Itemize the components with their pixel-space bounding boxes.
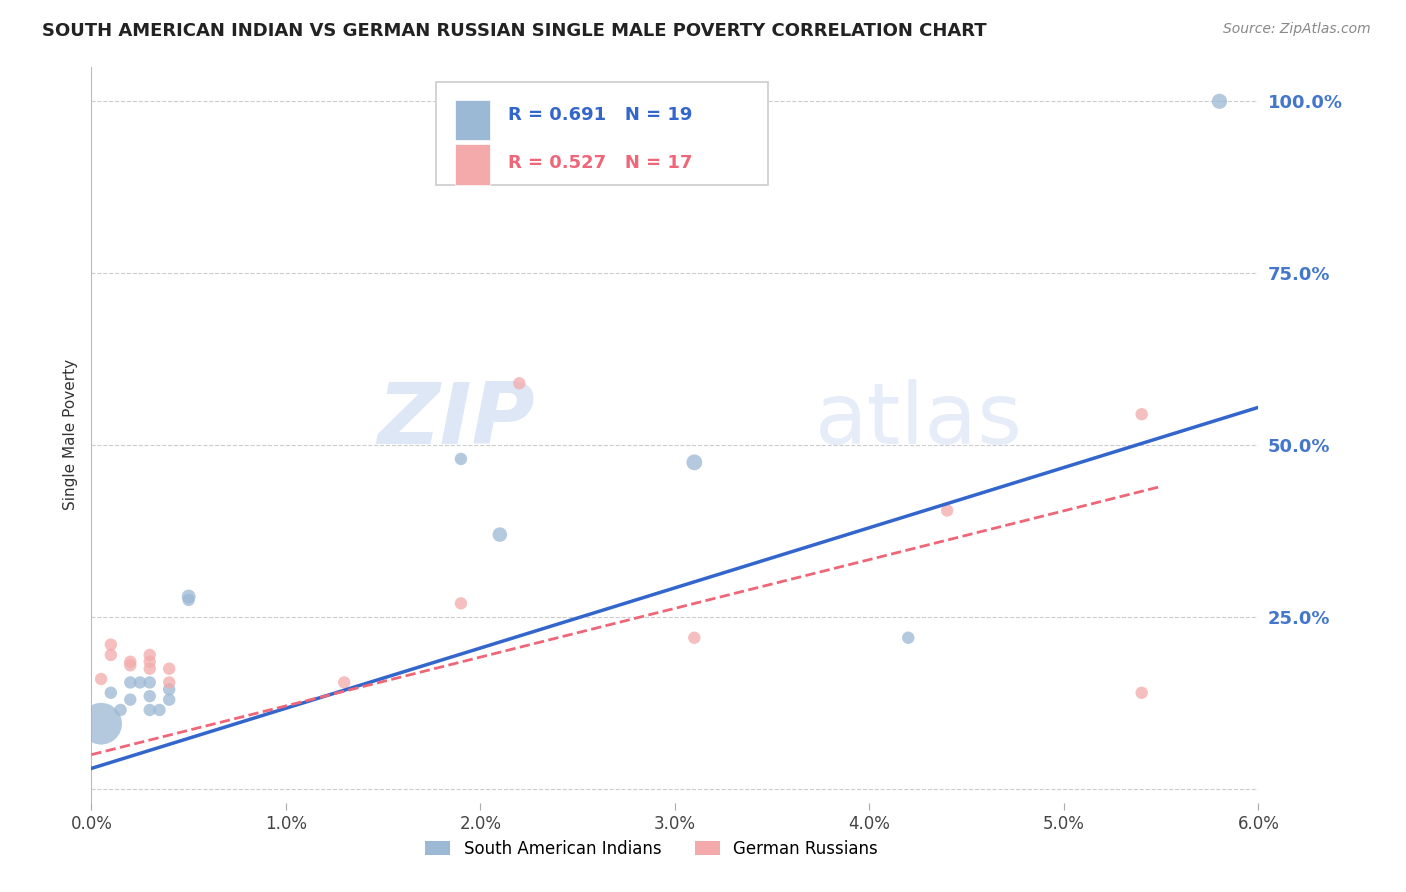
- Text: atlas: atlas: [815, 378, 1024, 462]
- Point: [157, 692, 180, 706]
- Point: [157, 662, 180, 676]
- Point: [138, 675, 162, 690]
- Point: [138, 703, 162, 717]
- Point: [138, 648, 162, 662]
- Text: ZIP: ZIP: [377, 378, 534, 462]
- Point: [120, 658, 142, 673]
- Point: [683, 631, 706, 645]
- Text: SOUTH AMERICAN INDIAN VS GERMAN RUSSIAN SINGLE MALE POVERTY CORRELATION CHART: SOUTH AMERICAN INDIAN VS GERMAN RUSSIAN …: [42, 22, 987, 40]
- Point: [683, 455, 706, 469]
- Point: [1130, 407, 1153, 421]
- Point: [450, 451, 472, 466]
- Point: [177, 593, 200, 607]
- Point: [157, 675, 180, 690]
- Point: [120, 655, 142, 669]
- Point: [1208, 95, 1230, 109]
- Point: [120, 692, 142, 706]
- FancyBboxPatch shape: [456, 145, 491, 185]
- Point: [110, 703, 132, 717]
- Point: [120, 675, 142, 690]
- Text: R = 0.527   N = 17: R = 0.527 N = 17: [508, 153, 692, 171]
- Point: [100, 638, 122, 652]
- Point: [100, 686, 122, 700]
- Point: [508, 376, 530, 391]
- Point: [138, 655, 162, 669]
- Text: Source: ZipAtlas.com: Source: ZipAtlas.com: [1223, 22, 1371, 37]
- Point: [148, 703, 170, 717]
- FancyBboxPatch shape: [436, 81, 768, 185]
- Point: [100, 648, 122, 662]
- Point: [157, 682, 180, 697]
- Point: [129, 675, 152, 690]
- Point: [489, 527, 512, 541]
- Legend: South American Indians, German Russians: South American Indians, German Russians: [419, 833, 884, 864]
- Point: [177, 590, 200, 604]
- Y-axis label: Single Male Poverty: Single Male Poverty: [62, 359, 77, 510]
- Point: [1130, 686, 1153, 700]
- Point: [936, 503, 959, 517]
- Point: [90, 672, 112, 686]
- Text: R = 0.691   N = 19: R = 0.691 N = 19: [508, 106, 692, 124]
- Point: [138, 689, 162, 703]
- Point: [90, 716, 112, 731]
- Point: [897, 631, 920, 645]
- Point: [333, 675, 356, 690]
- FancyBboxPatch shape: [456, 100, 491, 140]
- Point: [450, 596, 472, 610]
- Point: [138, 662, 162, 676]
